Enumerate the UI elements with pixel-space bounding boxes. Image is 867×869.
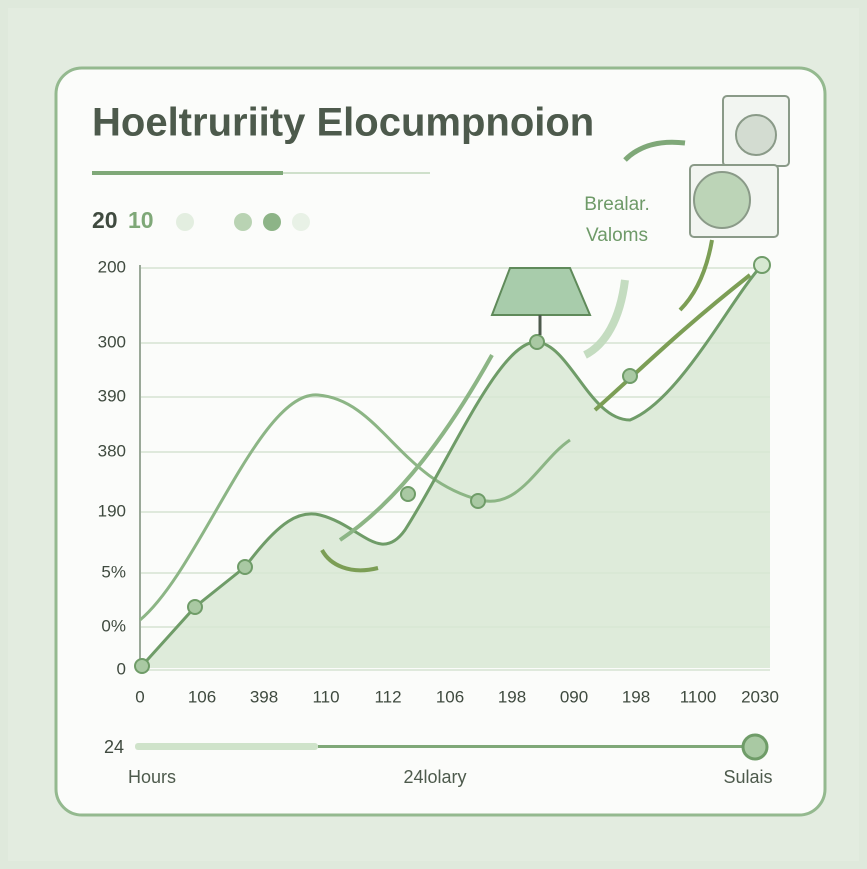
y-tick-label: 190 [98, 501, 126, 520]
y-tick-label: 390 [98, 386, 126, 405]
arrow [678, 239, 714, 312]
arrow [320, 548, 379, 573]
x-tick-label: 106 [436, 687, 464, 706]
footer-label: Hours [128, 767, 176, 787]
x-tick-label: 110 [312, 687, 339, 706]
curve [138, 263, 764, 670]
title-rule [92, 171, 283, 175]
x-tick-label: 0 [135, 687, 144, 706]
curve [139, 393, 571, 622]
x-tick-label: 112 [374, 687, 401, 706]
washer-icon [689, 95, 790, 238]
x-tick-label: 1100 [680, 687, 717, 706]
area [140, 265, 770, 668]
x-tick-label: 106 [188, 687, 216, 706]
x-tick-label: 198 [622, 687, 650, 706]
slider-knob[interactable] [741, 733, 769, 761]
y-tick-label: 5% [101, 562, 126, 581]
x-tick-label: 398 [250, 687, 278, 706]
footer-label: Sulais [723, 767, 772, 787]
y-tick-label: 0% [101, 616, 126, 635]
x-tick-label: 2030 [741, 687, 779, 706]
x-tick-label: 198 [498, 687, 526, 706]
y-tick-label: 300 [98, 332, 126, 351]
slider-track [318, 745, 755, 748]
x-tick-label: 090 [560, 687, 588, 706]
dots [176, 213, 310, 231]
title-rule-light [283, 172, 430, 174]
footer-value: 24 [104, 737, 124, 757]
footer-label: 24lolary [403, 767, 466, 787]
arrow [593, 273, 752, 412]
arrow [583, 279, 629, 359]
arrow [623, 139, 686, 162]
y-tick-label: 200 [98, 257, 126, 276]
annotation: Valoms [586, 225, 648, 246]
title: Hoeltruriity Elocumpnoion [92, 101, 594, 145]
year-b: 10 [128, 207, 154, 233]
arrow [338, 354, 494, 542]
year-a: 20 [92, 207, 118, 233]
points [134, 256, 771, 674]
slider-track [135, 743, 318, 750]
solar-panel-icon [490, 267, 592, 335]
annotation: Brealar. [584, 194, 649, 215]
y-tick-label: 380 [98, 441, 126, 460]
y-tick-label: 0 [117, 659, 126, 678]
